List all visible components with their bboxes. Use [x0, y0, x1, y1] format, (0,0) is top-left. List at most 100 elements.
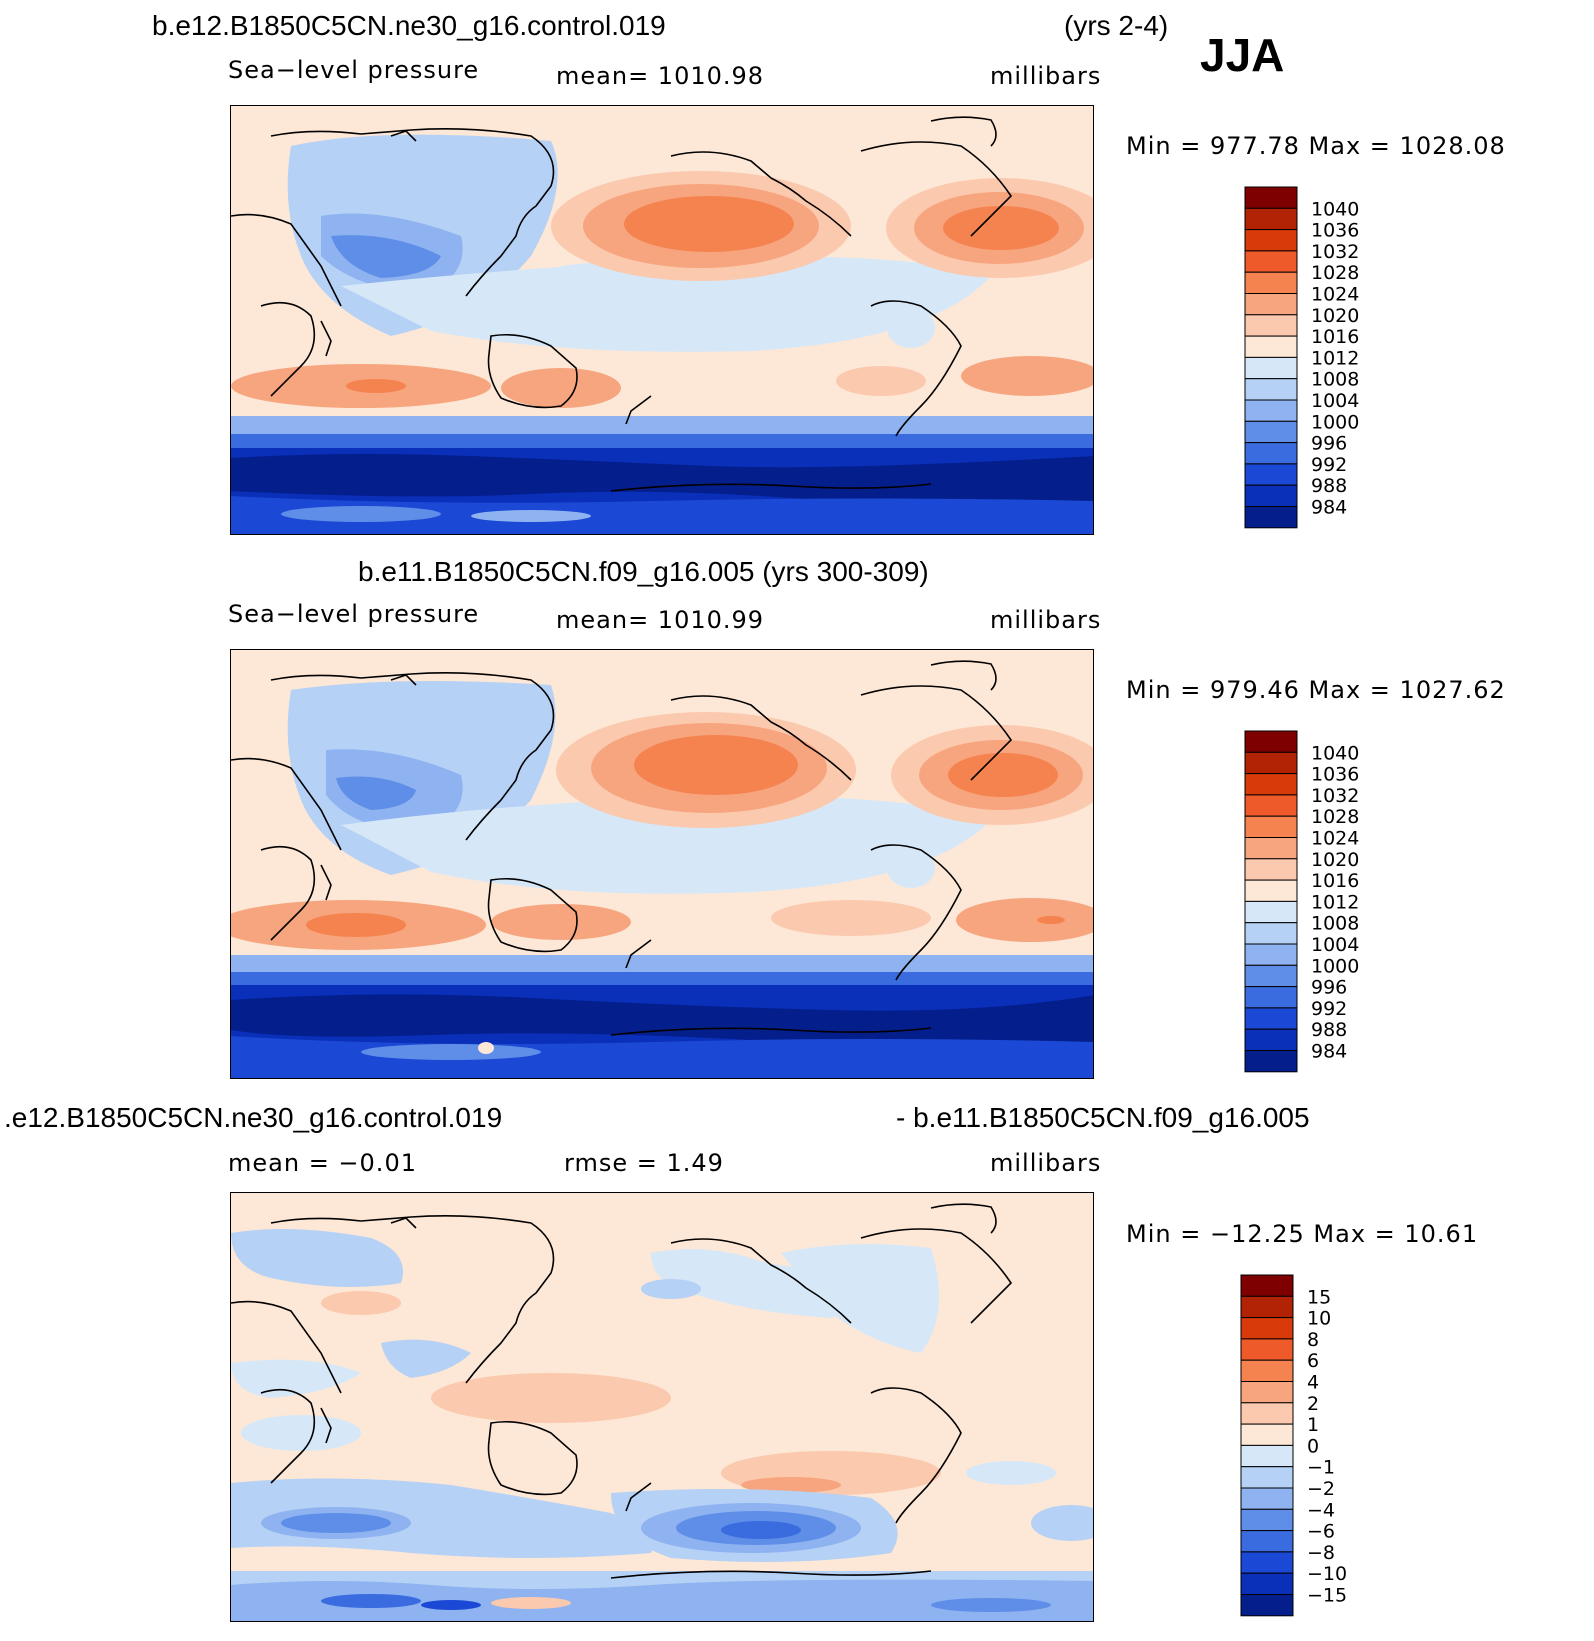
legend-color-box [1244, 293, 1298, 316]
panel1-minmax: Min = 977.78 Max = 1028.08 [1126, 132, 1506, 160]
legend-color-box [1244, 399, 1298, 422]
legend-level-label: −15 [1307, 1585, 1347, 1607]
legend-level-label: 1016 [1311, 870, 1359, 892]
panel3-minmax: Min = −12.25 Max = 10.61 [1126, 1220, 1479, 1248]
legend-color-box [1240, 1423, 1294, 1446]
legend-color-box [1240, 1487, 1294, 1510]
legend-level-label: 2 [1307, 1393, 1319, 1415]
panel2-legend-labels: 1040103610321028102410201016101210081004… [1311, 742, 1359, 1062]
legend-level-label: −8 [1307, 1542, 1335, 1564]
legend-level-label: 1024 [1311, 284, 1359, 306]
legend-color-box [1244, 484, 1298, 508]
legend-color-box [1240, 1444, 1294, 1468]
legend-level-label: 8 [1307, 1329, 1319, 1351]
legend-color-box [1244, 335, 1298, 358]
legend-level-label: 1012 [1311, 347, 1359, 369]
legend-level-label: 1020 [1311, 305, 1359, 327]
legend-color-box [1244, 794, 1298, 817]
panel3-mean-label: mean = −0.01 [228, 1149, 417, 1177]
season-label: JJA [1200, 29, 1285, 81]
legend-color-box [1244, 900, 1298, 924]
panel1-years: (yrs 2-4) [1064, 10, 1169, 41]
panel1-map [230, 105, 1094, 535]
panel2-units-label: millibars [990, 606, 1102, 634]
panel3-legend-boxes [1240, 1274, 1294, 1617]
legend-color-box [1240, 1381, 1294, 1404]
legend-level-label: 15 [1307, 1286, 1331, 1308]
legend-level-label: 996 [1311, 433, 1347, 455]
legend-color-box [1244, 506, 1298, 529]
legend-level-label: 1032 [1311, 785, 1359, 807]
legend-color-box [1244, 815, 1298, 838]
legend-level-label: 988 [1311, 1019, 1347, 1041]
legend-level-label: 984 [1311, 1041, 1347, 1063]
legend-color-box [1244, 271, 1298, 294]
panel1-legend-labels: 1040103610321028102410201016101210081004… [1311, 198, 1359, 518]
panel2-mean-label: mean= 1010.99 [556, 606, 765, 634]
legend-color-box [1240, 1402, 1294, 1425]
legend-color-box [1244, 1028, 1298, 1052]
legend-level-label: 4 [1307, 1372, 1319, 1394]
legend-level-label: 1036 [1311, 764, 1359, 786]
legend-level-label: 6 [1307, 1350, 1319, 1372]
legend-level-label: 1028 [1311, 262, 1359, 284]
legend-level-label: 1008 [1311, 369, 1359, 391]
legend-level-label: 1020 [1311, 849, 1359, 871]
panel3-title-left: .e12.B1850C5CN.ne30_g16.control.019 [4, 1102, 503, 1133]
legend-color-box [1244, 922, 1298, 945]
legend-level-label: 1000 [1311, 411, 1359, 433]
legend-color-box [1244, 773, 1298, 796]
panel3-rmse-label: rmse = 1.49 [564, 1149, 724, 1177]
legend-level-label: 1024 [1311, 828, 1359, 850]
legend-color-box [1240, 1466, 1294, 1489]
legend-level-label: 10 [1307, 1308, 1331, 1330]
panel2-legend: 1040 1036 1032 1028 1024 1020 1016 1012 1008 1004… [1244, 730, 1365, 1073]
legend-level-label: 0 [1307, 1435, 1319, 1457]
panel3-legend: 15 10 8 6 4 2 1 0 −1 −2 −4 −6 −8 −10 −15 [1240, 1274, 1361, 1617]
legend-level-label: 1012 [1311, 891, 1359, 913]
legend-color-box [1244, 858, 1298, 881]
legend-level-label: 996 [1311, 977, 1347, 999]
legend-color-box [1240, 1274, 1294, 1297]
legend-color-box [1244, 356, 1298, 380]
legend-level-label: 1040 [1311, 198, 1359, 220]
legend-color-box [1240, 1295, 1294, 1319]
legend-color-box [1244, 463, 1298, 486]
legend-level-label: 1000 [1311, 955, 1359, 977]
legend-level-label: 1 [1307, 1414, 1319, 1436]
legend-level-label: 1004 [1311, 390, 1359, 412]
legend-color-box [1244, 730, 1298, 753]
legend-level-label: −4 [1307, 1499, 1335, 1521]
legend-color-box [1244, 1007, 1298, 1030]
legend-color-box [1244, 207, 1298, 231]
panel1-variable-label: Sea−level pressure [228, 56, 480, 84]
panel1-mean-label: mean= 1010.98 [556, 62, 765, 90]
legend-color-box [1244, 986, 1298, 1009]
legend-level-label: −2 [1307, 1478, 1335, 1500]
legend-color-box [1244, 1050, 1298, 1073]
legend-level-label: 1016 [1311, 326, 1359, 348]
legend-level-label: 1008 [1311, 913, 1359, 935]
legend-color-box [1240, 1594, 1294, 1617]
legend-color-box [1240, 1530, 1294, 1553]
panel2-variable-label: Sea−level pressure [228, 600, 480, 628]
legend-color-box [1244, 420, 1298, 444]
panel1-title: b.e12.B1850C5CN.ne30_g16.control.019 [152, 10, 666, 41]
legend-level-label: 1036 [1311, 220, 1359, 242]
legend-color-box [1240, 1359, 1294, 1382]
legend-level-label: −10 [1307, 1563, 1347, 1585]
legend-color-box [1240, 1317, 1294, 1340]
legend-level-label: 984 [1311, 497, 1347, 519]
legend-level-label: 992 [1311, 998, 1347, 1020]
legend-color-box [1244, 314, 1298, 337]
legend-color-box [1244, 250, 1298, 273]
legend-color-box [1244, 964, 1298, 988]
legend-color-box [1240, 1338, 1294, 1361]
legend-color-box [1244, 378, 1298, 401]
panel1-legend-boxes [1244, 186, 1298, 529]
legend-level-label: 1028 [1311, 806, 1359, 828]
panel2-map [230, 649, 1094, 1079]
panel1-units-label: millibars [990, 62, 1102, 90]
panel1-legend: 1040 1036 1032 1028 1024 1020 1016 1012 1008 1004… [1244, 186, 1365, 529]
